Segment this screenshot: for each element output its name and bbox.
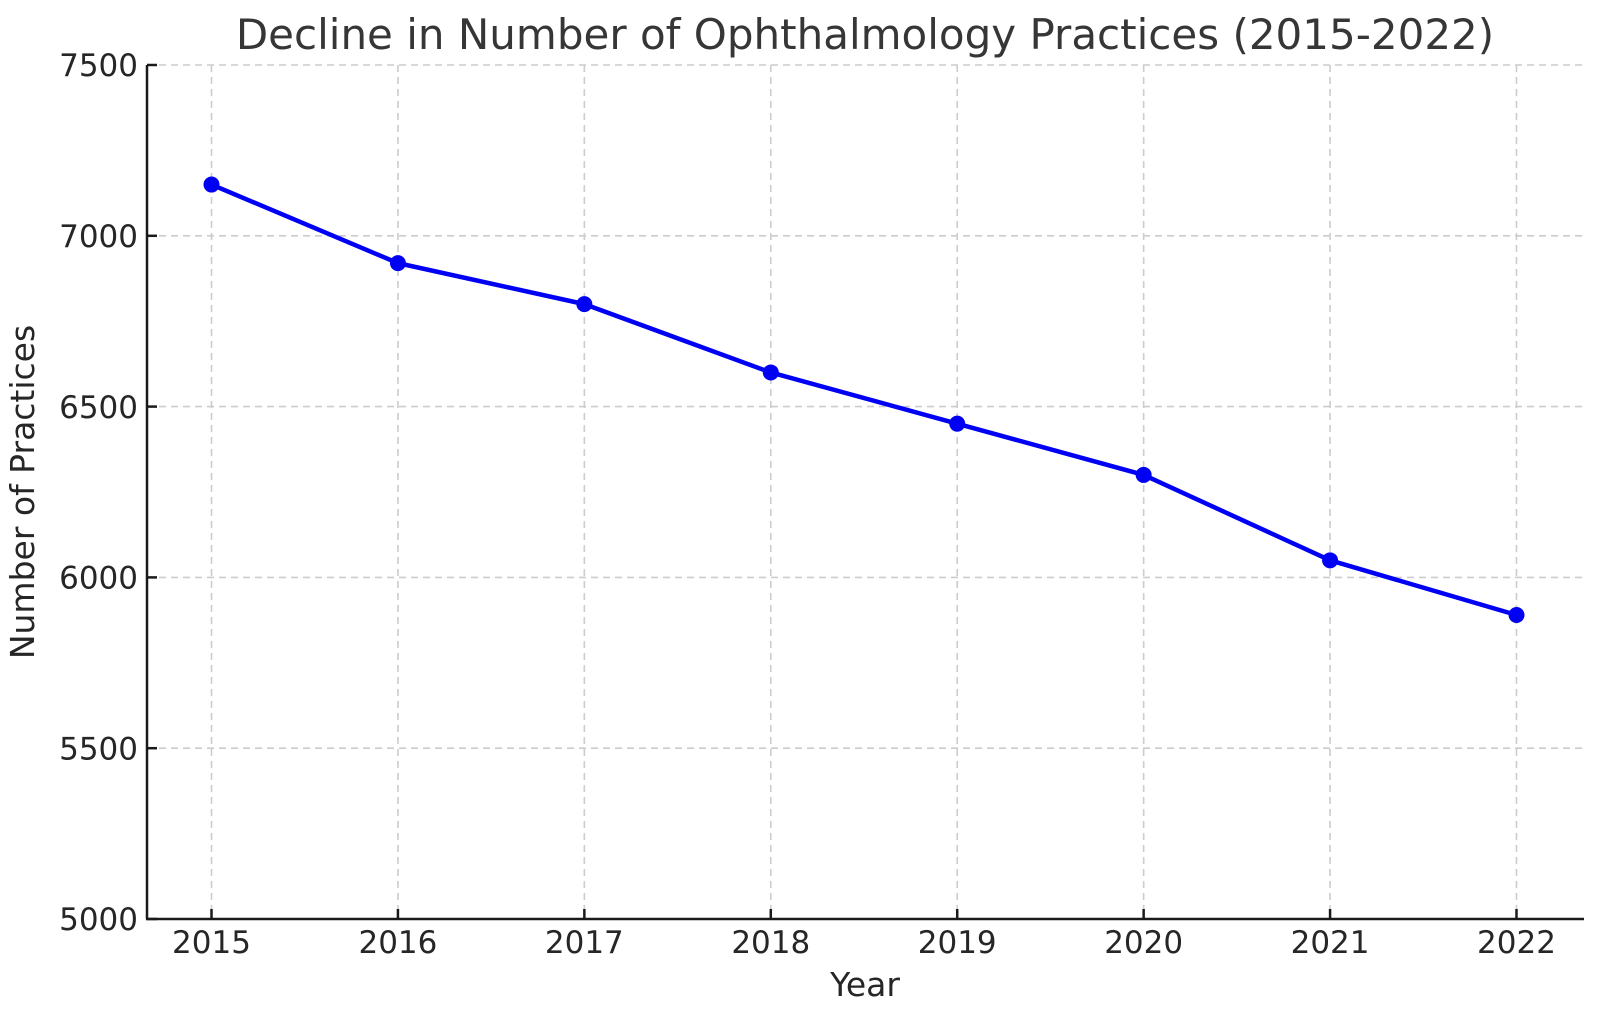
gridlines [147,64,1584,920]
x-tick-label-2015: 2015 [172,925,251,961]
x-tick-label-2020: 2020 [1104,925,1183,961]
y-tick-label-5500: 5500 [59,731,138,767]
x-axis-label: Year [829,965,900,1004]
x-tick-label-2016: 2016 [358,925,437,961]
tick-marks [147,63,1518,921]
chart-title: Decline in Number of Ophthalmology Pract… [236,10,1494,59]
data-point-2019 [949,415,966,432]
data-point-2015 [203,176,220,193]
x-tick-label-2018: 2018 [731,925,810,961]
data-point-2016 [389,255,406,272]
x-tick-label-2019: 2019 [918,925,997,961]
data-point-2017 [576,296,593,313]
x-tick-labels: 2015 2016 2017 2018 2019 2020 2021 2022 [172,925,1556,961]
y-tick-label-7500: 7500 [59,48,138,84]
axes-spines [145,65,1584,921]
series-line [209,182,1519,618]
y-tick-labels: 5000 5500 6000 6500 7000 7500 [59,48,138,938]
data-point-2022 [1508,606,1525,623]
data-point-2020 [1135,466,1152,483]
y-axis-label: Number of Practices [3,325,42,659]
x-tick-label-2021: 2021 [1291,925,1370,961]
y-tick-label-7000: 7000 [59,219,138,255]
x-tick-label-2022: 2022 [1477,925,1556,961]
y-tick-label-5000: 5000 [59,902,138,938]
data-point-2018 [762,364,779,381]
x-tick-label-2017: 2017 [545,925,624,961]
data-point-2021 [1322,552,1339,569]
y-tick-label-6500: 6500 [59,390,138,426]
data-series [203,176,1525,623]
y-tick-label-6000: 6000 [59,561,138,597]
